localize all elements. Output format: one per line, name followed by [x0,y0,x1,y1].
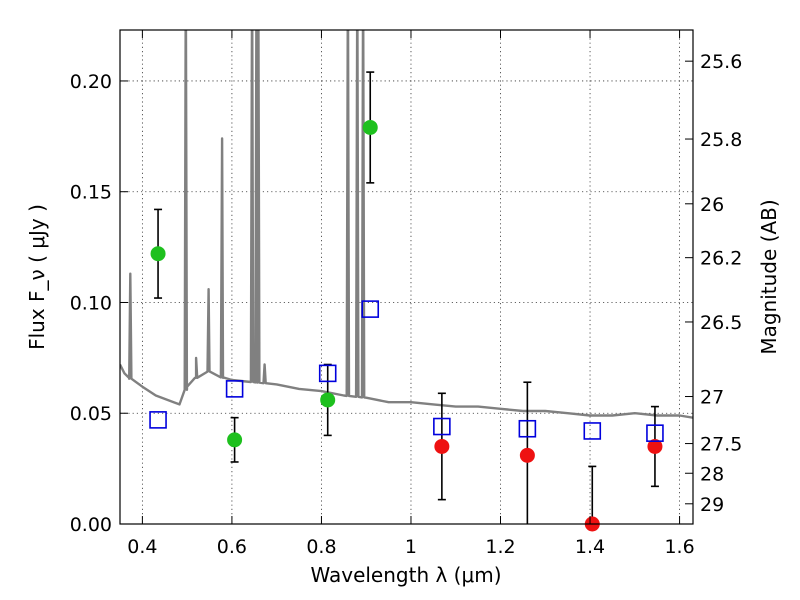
right-axis-label: Magnitude (AB) [757,199,781,354]
model-photometry-square [225,380,244,398]
x-tick-label: 1 [405,536,417,558]
x-axis-label: Wavelength λ (μm) [310,563,501,587]
y-tick-label: 0.20 [70,71,112,93]
photometry-markers [149,119,664,532]
right-tick-label: 27 [700,387,724,409]
y-tick-label: 0.15 [70,182,112,204]
spectrum-line [120,30,693,419]
red-data-point [519,447,535,463]
model-spectrum [120,30,693,419]
green-data-point [227,432,243,448]
right-tick-label: 25.6 [700,51,742,73]
x-tick-label: 1.2 [485,536,515,558]
model-photometry-square [646,424,664,442]
x-tick-label: 0.8 [306,536,336,558]
model-photometry-square [518,419,537,438]
right-tick-label: 29 [700,494,724,516]
red-data-point [647,438,663,454]
x-tick-label: 1.6 [664,536,694,558]
plot-background [120,30,693,524]
model-photometry-square [583,422,602,440]
right-tick-label: 28 [700,463,724,485]
green-data-point [320,392,336,408]
right-tick-label: 26 [700,194,724,216]
x-tick-label: 1.4 [575,536,605,558]
x-tick-label: 0.4 [127,536,157,558]
right-tick-label: 25.8 [700,129,742,151]
axis-ticks: 0.4 0.6 0.8 1 1.2 1.4 1.6 0.00 0.05 0.10 0.15 0.20 2… [70,30,742,558]
y-tick-label: 0.05 [70,403,112,425]
right-tick-label: 27.5 [700,434,742,456]
green-data-point [362,119,378,135]
plot-frame [119,29,694,525]
model-photometry-square [361,300,380,318]
red-data-point [434,438,450,454]
model-photometry-square [318,364,337,383]
model-photometry-square [433,417,451,436]
right-tick-label: 26.5 [700,312,742,334]
y-tick-label: 0.00 [70,514,112,536]
x-tick-label: 0.6 [217,536,247,558]
y-tick-label: 0.10 [70,292,112,314]
y-axis-label: Flux F_ν ( μJy ) [25,204,49,350]
right-tick-label: 26.2 [700,248,742,270]
green-data-point [150,246,166,262]
model-photometry-square [149,411,167,429]
